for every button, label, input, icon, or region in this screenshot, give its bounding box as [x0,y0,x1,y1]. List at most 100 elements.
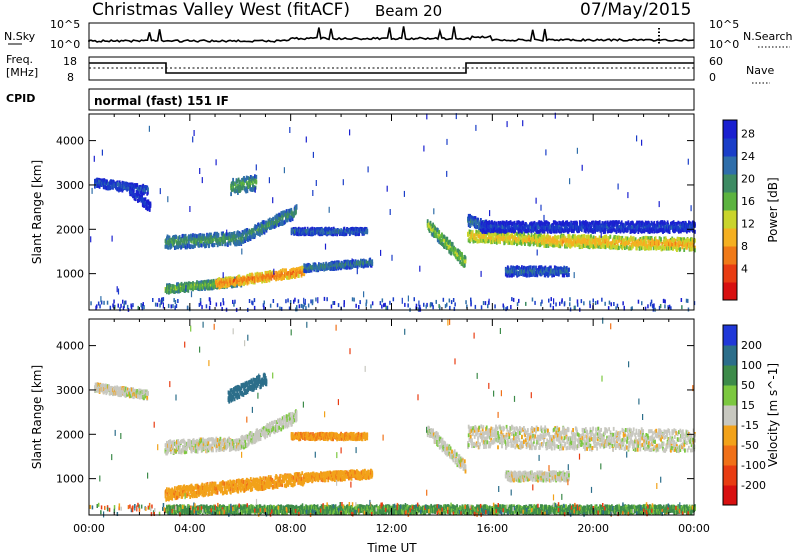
power-cell [303,272,306,277]
power-cell [362,228,365,233]
power-cell [634,242,637,247]
power-cell [527,237,530,242]
power-cell [332,261,335,266]
power-cell [477,239,479,244]
power-cell [436,238,439,243]
power-cell [289,215,291,220]
power-cell [297,273,300,278]
power-cell [194,243,196,248]
power-cell [632,244,634,249]
power-cell [225,236,228,240]
power-cell [470,232,473,237]
power-cell [222,276,225,281]
power-cell [449,245,451,250]
power-cell [246,228,249,232]
freq-unit: [MHz] [6,66,38,79]
power-cell [578,234,580,239]
power-cell [544,239,547,244]
power-cell [480,218,482,222]
power-cell [589,243,592,248]
power-cell [461,257,463,262]
power-cell [271,224,274,229]
power-cell [207,279,210,284]
power-cell [523,234,526,239]
power-cell [178,243,181,248]
power-cell [218,277,221,282]
power-cell [614,239,616,244]
power-cell [636,239,638,244]
power-cell [634,237,637,242]
power-cell [268,220,271,225]
power-cell [170,284,172,288]
power-cell [634,239,636,244]
power-cell [149,201,152,206]
power-cell [185,236,188,241]
power-cell [518,233,521,238]
power-cell [190,233,192,238]
power-cell [277,276,279,281]
power-cell [281,211,283,216]
power-cell [582,236,585,241]
power-cell [429,220,432,225]
power-cell [460,261,463,266]
power-cell [668,230,671,234]
power-cell [246,189,249,194]
power-cell [334,260,336,265]
power-cell [361,231,364,236]
power-cell [435,230,438,235]
freq-tick-high: 18 [63,55,77,68]
power-cell [613,235,616,240]
power-cell [253,185,256,190]
power-cell [252,180,254,185]
power-cell [200,282,202,287]
power-cell [426,219,429,224]
power-cell [172,243,175,248]
power-cell [468,216,471,221]
power-cell [570,239,572,244]
power-cell [217,232,220,237]
power-cell [176,245,178,249]
power-cell [518,240,520,245]
power-cell [219,278,222,283]
power-cell [553,240,556,245]
power-cell [600,244,603,249]
power-cell [290,207,293,212]
power-cell [320,232,322,237]
power-cell [455,255,457,260]
power-cell [491,233,494,238]
power-cell [552,240,554,245]
power-cell [356,264,359,269]
power-cell [202,237,204,242]
power-cell [346,265,349,270]
power-cell [141,191,144,196]
power-cell [258,229,261,234]
power-cell [362,259,365,264]
power-cell [336,232,338,237]
nsearch-tick-low: 10^0 [709,38,739,51]
power-cell [233,278,236,283]
power-cell [638,246,641,251]
power-cell [281,268,284,273]
power-cell [298,232,300,237]
power-cell [511,232,514,237]
power-cell [227,232,230,237]
power-cell [493,237,495,242]
power-cell [438,239,441,244]
power-cell [180,237,183,242]
power-cell [188,240,190,245]
power-cell [231,187,234,192]
power-cell [232,185,234,190]
power-cell [461,252,463,257]
power-cell [447,240,450,245]
cpid-frame [88,88,695,111]
power-cell [432,223,434,228]
power-cell [567,233,570,238]
power-cell [616,240,618,244]
power-cell [576,221,578,226]
power-cell [238,239,240,244]
power-cell [176,241,179,246]
power-cell [173,240,176,245]
power-cell [574,236,576,241]
